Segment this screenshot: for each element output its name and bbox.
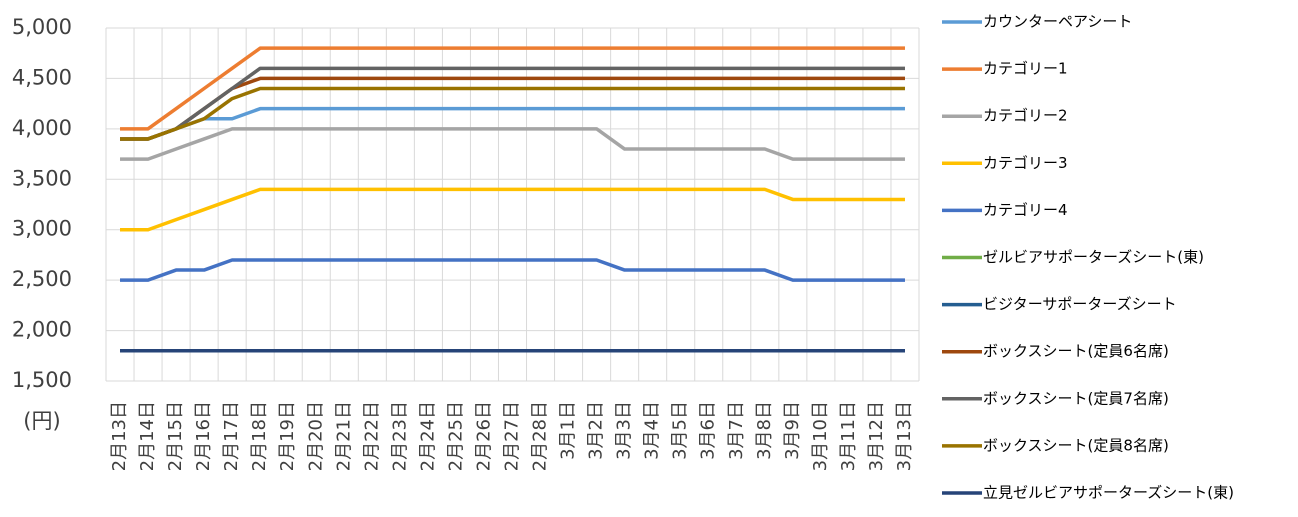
x-tick-label: 3月3日 — [614, 401, 635, 460]
legend-label: 立見ゼルビアサポーターズシート(東) — [983, 484, 1234, 502]
x-tick-label: 2月15日 — [165, 401, 186, 471]
x-tick-label: 2月27日 — [502, 401, 523, 471]
legend-label: カテゴリー4 — [983, 201, 1068, 219]
x-tick-label: 3月12日 — [866, 401, 887, 471]
y-tick-label: 4,500 — [12, 65, 72, 89]
x-tick-label: 3月9日 — [782, 401, 803, 460]
x-tick-label: 2月23日 — [389, 401, 410, 471]
x-tick-label: 2月25日 — [445, 401, 466, 471]
x-tick-label: 3月10日 — [810, 401, 831, 471]
legend-label: ゼルビアサポーターズシート(東) — [983, 248, 1204, 266]
x-tick-label: 3月11日 — [838, 401, 859, 471]
legend-label: ボックスシート(定員6名席) — [983, 342, 1169, 360]
series-line — [120, 187, 905, 232]
x-tick-label: 2月26日 — [473, 401, 494, 471]
series-line — [120, 127, 905, 161]
y-tick-label: 4,000 — [12, 116, 72, 140]
y-tick-label: 2,000 — [12, 318, 72, 342]
legend-label: カテゴリー1 — [983, 60, 1068, 78]
y-axis-label: (円) — [23, 409, 60, 433]
x-tick-label: 3月1日 — [558, 401, 579, 460]
x-tick-label: 2月17日 — [221, 401, 242, 471]
x-tick-label: 3月8日 — [754, 401, 775, 460]
legend-label: カテゴリー2 — [983, 107, 1068, 125]
y-tick-label: 1,500 — [12, 368, 72, 392]
x-tick-label: 3月7日 — [726, 401, 747, 460]
y-tick-label: 3,000 — [12, 217, 72, 241]
x-tick-label: 2月22日 — [361, 401, 382, 471]
series-line — [120, 106, 905, 141]
x-tick-label: 3月6日 — [698, 401, 719, 460]
series-line — [120, 86, 905, 141]
x-tick-label: 3月5日 — [670, 401, 691, 460]
x-tick-label: 3月13日 — [894, 401, 915, 471]
legend-label: ビジターサポーターズシート — [983, 295, 1177, 313]
x-tick-label: 3月4日 — [642, 401, 663, 460]
y-tick-label: 5,000 — [12, 15, 72, 39]
x-tick-label: 2月21日 — [333, 401, 354, 471]
legend-label: カウンターペアシート — [983, 13, 1132, 31]
series-line — [120, 76, 905, 141]
legend-label: ボックスシート(定員8名席) — [983, 436, 1169, 454]
x-tick-label: 2月28日 — [530, 401, 551, 471]
x-tick-label: 2月19日 — [277, 401, 298, 471]
y-tick-label: 3,500 — [12, 166, 72, 190]
x-tick-label: 2月18日 — [249, 401, 270, 471]
x-tick-label: 2月16日 — [193, 401, 214, 471]
x-tick-label: 2月14日 — [137, 401, 158, 471]
y-tick-label: 2,500 — [12, 267, 72, 291]
legend-label: カテゴリー3 — [983, 154, 1068, 172]
x-tick-label: 2月20日 — [305, 401, 326, 471]
legend-label: ボックスシート(定員7名席) — [983, 389, 1169, 407]
series-line — [120, 66, 905, 141]
series-line — [120, 46, 905, 131]
x-tick-label: 2月13日 — [109, 401, 130, 471]
x-tick-label: 3月2日 — [586, 401, 607, 460]
x-tick-label: 2月24日 — [417, 401, 438, 471]
series-line — [120, 258, 905, 282]
